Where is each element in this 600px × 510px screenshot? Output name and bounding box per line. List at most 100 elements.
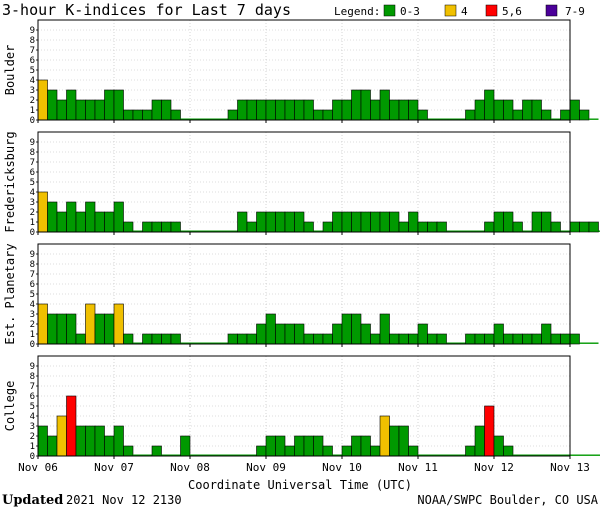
bar <box>170 109 181 121</box>
bar <box>379 313 390 345</box>
bar <box>37 303 48 345</box>
y-tick-label: 3 <box>30 198 35 208</box>
bar <box>47 313 58 345</box>
bar <box>436 221 447 233</box>
bar <box>370 333 381 345</box>
bar <box>493 211 504 233</box>
y-tick-label: 3 <box>30 310 35 320</box>
bar <box>284 445 295 457</box>
bar <box>560 333 571 345</box>
panel-label: Fredericksburg <box>3 131 17 232</box>
y-tick-label: 4 <box>30 412 35 422</box>
y-tick-label: 1 <box>30 330 35 340</box>
bar <box>398 425 409 457</box>
bar <box>360 323 371 345</box>
bar <box>113 89 124 121</box>
bar <box>303 221 314 233</box>
panel-frame <box>37 243 571 345</box>
y-tick-label: 9 <box>30 362 35 372</box>
y-tick-label: 7 <box>30 270 35 280</box>
legend-swatch-5-6 <box>485 4 498 17</box>
y-tick-label: 8 <box>30 260 35 270</box>
bar <box>531 211 542 233</box>
bar <box>474 99 485 121</box>
bar <box>151 221 162 233</box>
bar <box>417 221 428 233</box>
bar <box>579 221 590 233</box>
bar <box>503 333 514 345</box>
bar <box>360 435 371 457</box>
bar <box>227 333 238 345</box>
bar <box>75 211 86 233</box>
bar <box>142 109 153 121</box>
x-tick-label: Nov 06 <box>18 461 58 474</box>
bar <box>484 221 495 233</box>
y-tick-label: 5 <box>30 290 35 300</box>
bar <box>37 425 48 457</box>
bar <box>541 323 552 345</box>
bar <box>541 211 552 233</box>
bar <box>94 99 105 121</box>
bar <box>104 211 115 233</box>
bar <box>85 99 96 121</box>
bar <box>503 445 514 457</box>
bar <box>37 79 48 121</box>
legend-item-0-3: 0-3 <box>400 5 420 18</box>
y-tick-label: 5 <box>30 178 35 188</box>
panel-frame <box>37 355 571 457</box>
y-tick-label: 4 <box>30 300 35 310</box>
y-tick-label: 2 <box>30 432 35 442</box>
y-tick-label: 6 <box>30 168 35 178</box>
bar <box>123 445 134 457</box>
bar <box>541 109 552 121</box>
bar <box>313 333 324 345</box>
bar <box>484 89 495 121</box>
bar <box>246 221 257 233</box>
bar <box>389 99 400 121</box>
bar <box>560 109 571 121</box>
bar <box>351 313 362 345</box>
bar <box>237 333 248 345</box>
bar <box>379 415 390 457</box>
legend-swatch-4 <box>444 4 457 17</box>
bar <box>322 445 333 457</box>
bar <box>493 323 504 345</box>
y-tick-label: 2 <box>30 208 35 218</box>
bar <box>427 221 438 233</box>
legend-item-5-6: 5,6 <box>502 5 522 18</box>
bar <box>493 99 504 121</box>
bar <box>94 211 105 233</box>
bar <box>123 221 134 233</box>
bar <box>322 333 333 345</box>
y-tick-label: 7 <box>30 46 35 56</box>
bar <box>294 323 305 345</box>
y-tick-label: 0 <box>30 340 35 350</box>
bar <box>408 445 419 457</box>
bar <box>265 435 276 457</box>
footer-source: NOAA/SWPC Boulder, CO USA <box>417 493 598 507</box>
footer-updated-value: 2021 Nov 12 2130 <box>66 493 182 507</box>
bar <box>275 99 286 121</box>
bar <box>113 201 124 233</box>
y-tick-label: 7 <box>30 158 35 168</box>
bar <box>294 211 305 233</box>
bar <box>66 201 77 233</box>
bar <box>398 333 409 345</box>
bar <box>465 333 476 345</box>
bar <box>256 445 267 457</box>
bar <box>465 445 476 457</box>
bar <box>275 435 286 457</box>
bar <box>569 333 580 345</box>
bar <box>512 221 523 233</box>
bar <box>332 211 343 233</box>
bar <box>37 191 48 233</box>
legend-label: Legend: <box>334 5 380 18</box>
bar <box>161 99 172 121</box>
bar <box>550 333 561 345</box>
bar <box>303 435 314 457</box>
bar <box>294 435 305 457</box>
bar <box>151 99 162 121</box>
y-tick-label: 8 <box>30 372 35 382</box>
bar <box>66 395 77 457</box>
